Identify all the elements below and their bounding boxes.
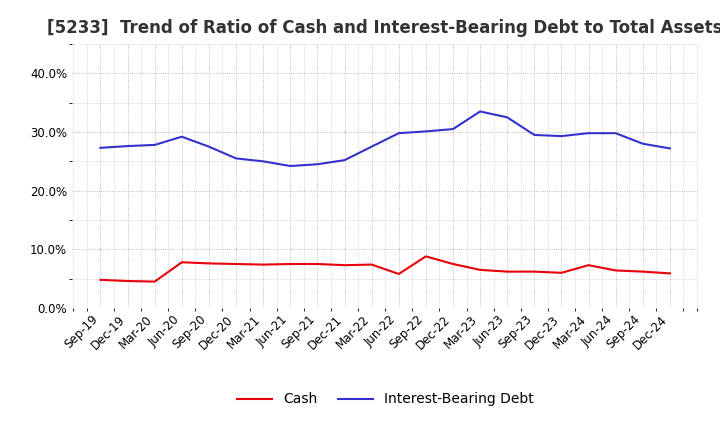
Interest-Bearing Debt — [367, 144, 376, 149]
Cash — [503, 269, 511, 274]
Interest-Bearing Debt — [611, 131, 620, 136]
Interest-Bearing Debt — [123, 143, 132, 149]
Cash — [204, 261, 213, 266]
Cash — [150, 279, 159, 284]
Interest-Bearing Debt — [150, 142, 159, 147]
Interest-Bearing Debt — [204, 144, 213, 149]
Line: Cash: Cash — [101, 257, 670, 282]
Cash — [449, 261, 457, 267]
Interest-Bearing Debt — [96, 145, 105, 150]
Cash — [476, 267, 485, 272]
Interest-Bearing Debt — [341, 158, 349, 163]
Cash — [421, 254, 430, 259]
Cash — [259, 262, 268, 267]
Cash — [341, 263, 349, 268]
Interest-Bearing Debt — [178, 134, 186, 139]
Cash — [178, 260, 186, 265]
Cash — [584, 263, 593, 268]
Interest-Bearing Debt — [584, 131, 593, 136]
Interest-Bearing Debt — [639, 141, 647, 147]
Interest-Bearing Debt — [503, 115, 511, 120]
Cash — [123, 279, 132, 284]
Cash — [557, 270, 566, 275]
Interest-Bearing Debt — [232, 156, 240, 161]
Interest-Bearing Debt — [557, 133, 566, 139]
Cash — [395, 271, 403, 277]
Cash — [232, 261, 240, 267]
Cash — [286, 261, 294, 267]
Cash — [611, 268, 620, 273]
Cash — [367, 262, 376, 267]
Cash — [313, 261, 322, 267]
Interest-Bearing Debt — [476, 109, 485, 114]
Interest-Bearing Debt — [665, 146, 674, 151]
Interest-Bearing Debt — [313, 161, 322, 167]
Cash — [530, 269, 539, 274]
Interest-Bearing Debt — [259, 159, 268, 164]
Cash — [665, 271, 674, 276]
Cash — [96, 277, 105, 282]
Interest-Bearing Debt — [395, 131, 403, 136]
Cash — [639, 269, 647, 274]
Line: Interest-Bearing Debt: Interest-Bearing Debt — [101, 111, 670, 166]
Legend: Cash, Interest-Bearing Debt: Cash, Interest-Bearing Debt — [231, 387, 539, 412]
Interest-Bearing Debt — [421, 129, 430, 134]
Interest-Bearing Debt — [286, 163, 294, 169]
Title: [5233]  Trend of Ratio of Cash and Interest-Bearing Debt to Total Assets: [5233] Trend of Ratio of Cash and Intere… — [48, 19, 720, 37]
Interest-Bearing Debt — [449, 126, 457, 132]
Interest-Bearing Debt — [530, 132, 539, 138]
